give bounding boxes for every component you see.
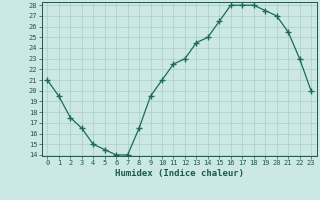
X-axis label: Humidex (Indice chaleur): Humidex (Indice chaleur) (115, 169, 244, 178)
